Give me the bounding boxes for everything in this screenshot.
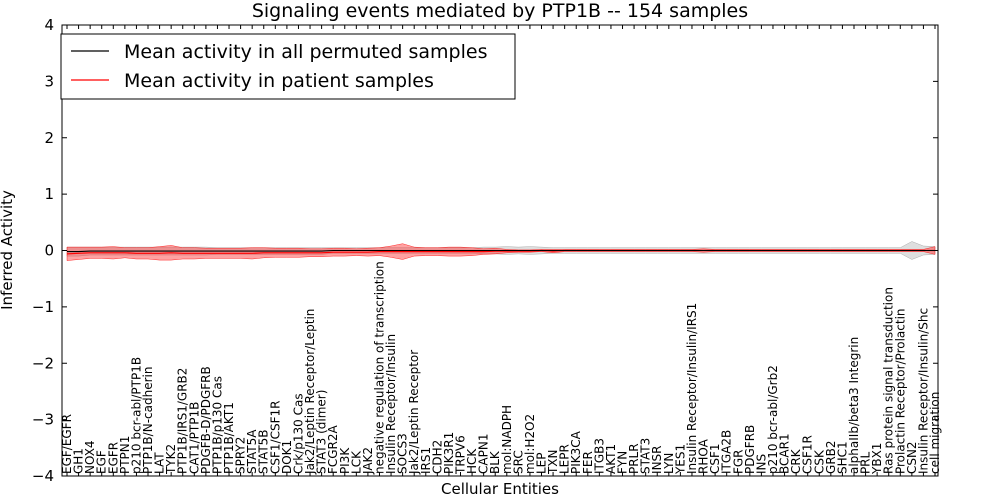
legend-box — [60, 33, 516, 100]
x-tick-label: CAT1/PTP1B — [187, 402, 201, 474]
x-tick-label: RHOA — [697, 438, 711, 474]
x-tick-label: SRC — [511, 450, 525, 474]
y-tick-label: 3 — [44, 72, 54, 90]
plot-area — [66, 241, 936, 261]
x-tick-label: BLK — [488, 450, 502, 474]
x-tick-label: CSF1 — [708, 443, 722, 474]
x-tick-label: EGFR — [106, 442, 120, 474]
y-axis: −4 −3 −2 −1 0 1 2 3 4 — [32, 16, 938, 485]
x-tick-label: TRPV6 — [454, 435, 468, 475]
x-tick-label: LCK — [349, 450, 363, 474]
x-tick-label: Insulin Receptor/Insulin/IRS1 — [685, 303, 699, 474]
x-tick-label: YBX1 — [870, 443, 884, 475]
x-tick-label: p210 bcr-abl/PTP1B — [129, 357, 143, 474]
x-tick-label: CAPN1 — [477, 434, 491, 474]
x-tick-label: LEP — [535, 452, 549, 474]
x-tick-label: PIK3CA — [569, 430, 583, 474]
y-tick-label: −4 — [32, 467, 54, 485]
x-tick-label: STAT3 — [639, 438, 653, 474]
x-tick-label: STAT5A — [245, 429, 259, 474]
x-tick-label: Jak2/Leptin Receptor — [407, 350, 421, 475]
x-tick-label: SHC1 — [835, 441, 849, 474]
x-tick-label: BCAR1 — [778, 433, 792, 474]
x-tick-label: FYN — [616, 451, 630, 474]
x-tick-label: CSF1R — [801, 435, 815, 474]
y-tick-label: −1 — [32, 298, 54, 316]
x-axis-label: Cellular Entities — [441, 480, 559, 498]
chart-title: Signaling events mediated by PTP1B -- 15… — [252, 0, 748, 22]
y-tick-label: 2 — [44, 129, 54, 147]
x-tick-label: Jak2/Leptin Receptor/Leptin — [303, 309, 317, 475]
x-tick-label: ITGA2B — [720, 430, 734, 474]
x-tick-label: negative regulation of transcription — [373, 261, 387, 474]
x-tick-label: CRK — [789, 448, 803, 474]
x-tick-label: GRB2 — [824, 440, 838, 474]
legend-label-permuted: Mean activity in all permuted samples — [124, 41, 487, 63]
y-tick-label: 4 — [44, 16, 54, 34]
x-tick-label: mol:H2O2 — [523, 414, 537, 474]
x-tick-label: PDGFRB — [743, 425, 757, 474]
x-tick-label: SOCS3 — [396, 433, 410, 474]
x-tick-label: LAT — [153, 452, 167, 474]
y-tick-label: −2 — [32, 354, 54, 372]
x-tick-label: HCK — [465, 448, 479, 474]
x-tick-label: NOX4 — [83, 440, 97, 474]
x-tick-label: AKT1 — [604, 444, 618, 474]
y-tick-label: 0 — [44, 242, 54, 260]
x-tick-label: DOK1 — [280, 440, 294, 474]
y-tick-label: −3 — [32, 411, 54, 429]
x-tick-label: CSK — [812, 449, 826, 474]
x-tick-label: TXN — [546, 449, 560, 475]
y-axis-label: Inferred Activity — [0, 190, 16, 310]
x-tick-label: Insulin Receptor/Insulin — [384, 334, 398, 474]
x-tick-label: PRL — [859, 451, 873, 474]
legend-label-patient: Mean activity in patient samples — [124, 70, 434, 92]
x-tick-label: alphaIIb/beta3 Integrin — [847, 337, 861, 474]
x-tick-label: FER — [581, 451, 595, 474]
x-tick-label: Crk/p130 Cas — [292, 393, 306, 474]
x-tick-label: PTP1B/AKT1 — [222, 402, 236, 474]
x-tick-label: EGF — [95, 450, 109, 474]
x-tick-label: INS — [754, 454, 768, 474]
x-tick-label: PDGFB-D/PDGFRB — [199, 366, 213, 474]
x-tick-label: CDH2 — [430, 440, 444, 474]
x-tick-label: mol:NADPH — [500, 405, 514, 474]
y-tick-label: 1 — [44, 185, 54, 203]
x-tick-label: FGR — [731, 449, 745, 474]
x-tick-label: INSR — [650, 445, 664, 473]
x-tick-label: CSN2 — [905, 441, 919, 474]
x-tick-label: EGF/EGFR — [60, 414, 74, 474]
legend: Mean activity in all permuted samples Me… — [60, 33, 516, 100]
x-tick-label: IRS1 — [419, 447, 433, 474]
x-tick-label: CSF1/CSF1R — [268, 401, 282, 474]
x-tick-label: FCGR2A — [326, 424, 340, 474]
series-line-permuted — [67, 249, 935, 253]
x-tick-label: p210 bcr-abl/Grb2 — [766, 365, 780, 474]
x-tick-label: PTPN1 — [118, 436, 132, 474]
x-tick-label: LEPR — [558, 444, 572, 474]
x-tick-label: Insulin Receptor/Insulin/Shc — [916, 308, 930, 474]
x-tick-label: GH1 — [72, 448, 86, 474]
x-tick-label: PTP1B/p130 Cas — [211, 376, 225, 474]
x-tick-label: PI3K — [338, 447, 352, 474]
x-tick-label: PTP1B/N-cadherin — [141, 367, 155, 474]
x-tick-label: STAT3 (dimer) — [315, 390, 329, 474]
x-tick-label: YES1 — [673, 444, 687, 475]
x-tick-label: TYK2 — [164, 444, 178, 475]
band-patient — [66, 243, 936, 261]
x-tick-label: ITGB3 — [592, 438, 606, 474]
x-tick-label: Ras protein signal transduction — [882, 287, 896, 474]
x-tick-label: STAT5B — [257, 429, 271, 474]
x-tick-label: PRLR — [627, 443, 641, 474]
x-tick-label: LYN — [662, 453, 676, 474]
x-tick-label: PIK3R1 — [442, 432, 456, 474]
x-tick-label: JAK2 — [361, 447, 375, 475]
x-tick-label: PTP1B/IRS1/GRB2 — [176, 368, 190, 474]
x-tick-label: cell migration — [928, 392, 942, 474]
x-tick-label: Prolactin Receptor/Prolactin — [893, 308, 907, 474]
x-tick-label: SPRY2 — [234, 437, 248, 474]
